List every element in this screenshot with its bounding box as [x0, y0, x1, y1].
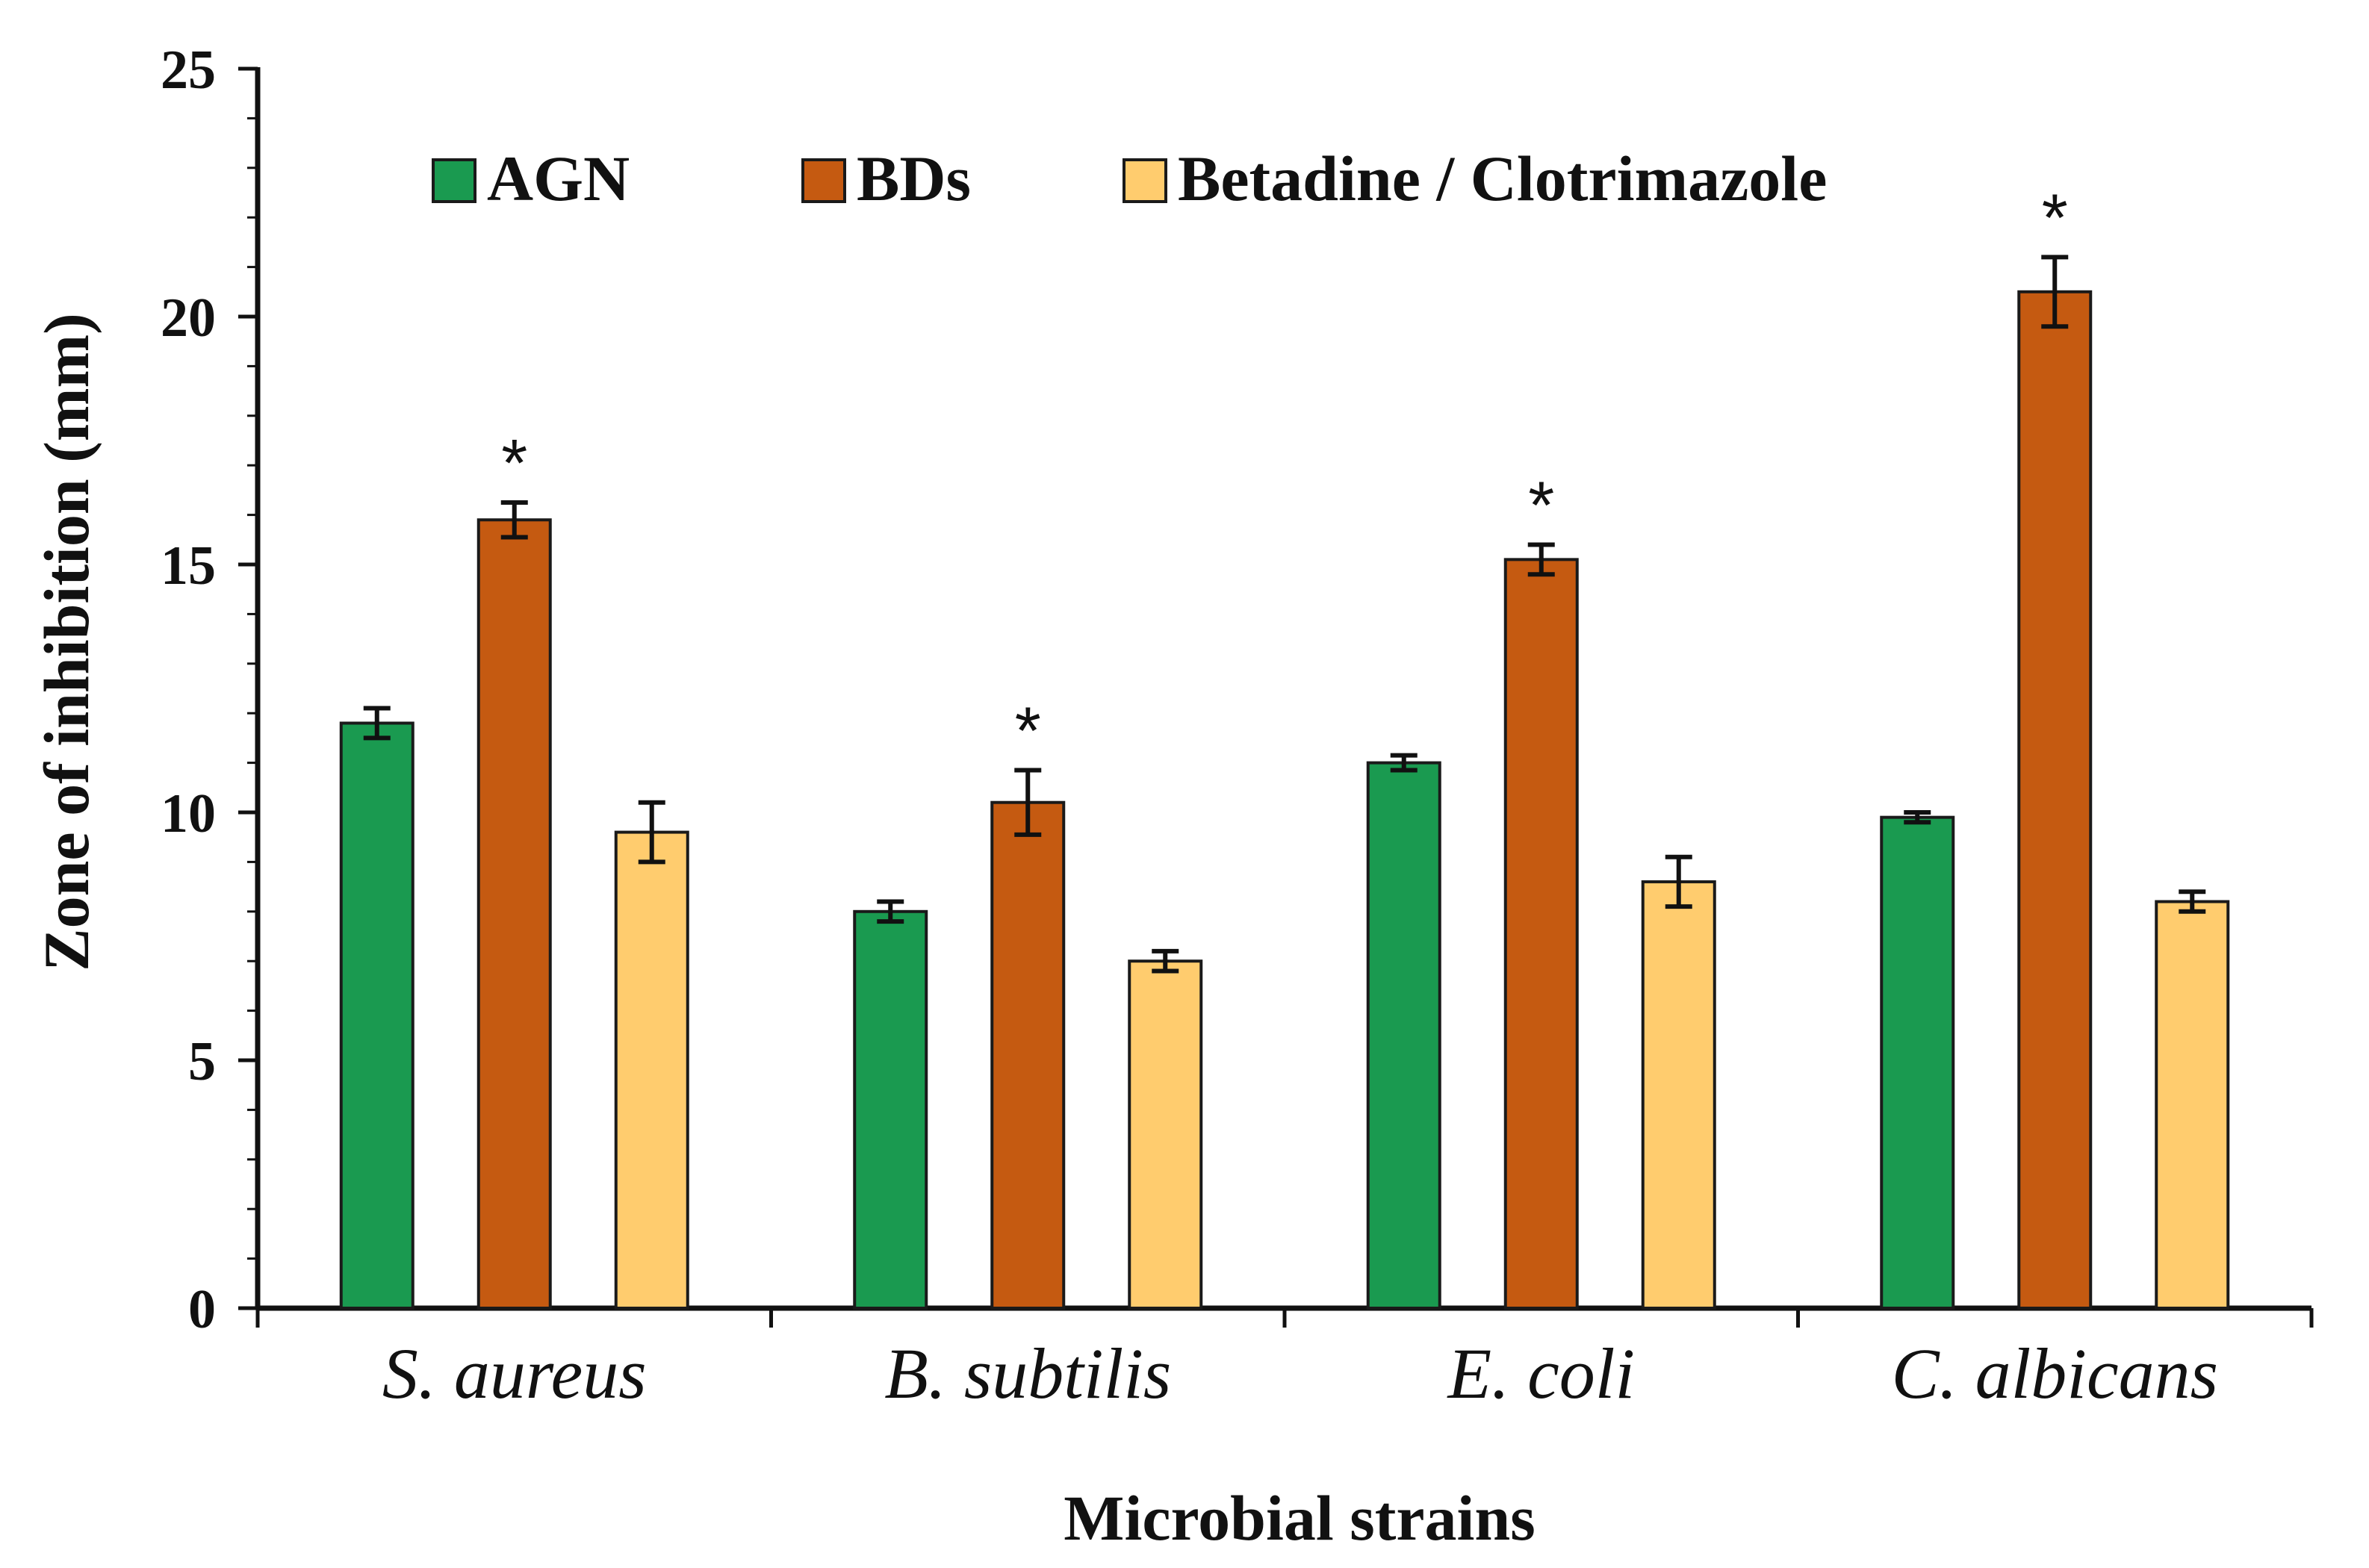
y-tick-label: 10	[161, 783, 216, 844]
bar-betadine-clotrimazole-3	[2155, 900, 2230, 1310]
bar-agn-3	[1880, 815, 1955, 1310]
x-tick-label: C. albicans	[1892, 1334, 2218, 1413]
bar-agn-0	[339, 721, 415, 1310]
x-axis-title: Microbial strains	[1064, 1482, 1535, 1554]
bar-bds-3	[2017, 290, 2093, 1310]
bar-betadine-clotrimazole-1	[1128, 959, 1203, 1310]
bar-betadine-clotrimazole-2	[1641, 880, 1716, 1310]
legend-swatch	[1123, 158, 1167, 203]
legend-label: Betadine / Clotrimazole	[1178, 143, 1827, 214]
bar-betadine-clotrimazole-0	[614, 830, 689, 1310]
legend-swatch	[801, 158, 846, 203]
bar-bds-0	[476, 518, 552, 1310]
y-tick-label: 15	[161, 535, 216, 597]
y-tick-label: 5	[188, 1031, 216, 1092]
y-tick-label: 25	[161, 40, 216, 101]
bar-agn-2	[1366, 761, 1441, 1310]
legend-label: BDs	[857, 143, 971, 214]
legend-swatch	[432, 158, 476, 203]
significance-star: *	[1528, 468, 1554, 543]
legend: AGN BDs Betadine / Clotrimazole	[432, 143, 1827, 214]
y-axis-title: Zone of inhibition (mm)	[31, 313, 102, 971]
bar-bds-2	[1503, 558, 1579, 1310]
bar-bds-1	[990, 800, 1066, 1310]
x-tick-label: B. subtilis	[884, 1334, 1171, 1413]
significance-star: *	[2042, 181, 2068, 255]
bars: * * * *	[339, 181, 2230, 1310]
x-tick-label: S. aureus	[382, 1334, 647, 1413]
significance-star: *	[1015, 694, 1041, 769]
axes: 0 5 10 15 20 25 S. aureus B. subtilis E. coli C. …	[161, 40, 2314, 1413]
legend-label: AGN	[487, 143, 630, 214]
y-tick-label: 20	[161, 287, 216, 349]
significance-star: *	[501, 426, 527, 501]
bar-agn-1	[853, 909, 928, 1310]
x-tick-label: E. coli	[1446, 1334, 1635, 1413]
y-tick-label: 0	[188, 1279, 216, 1340]
